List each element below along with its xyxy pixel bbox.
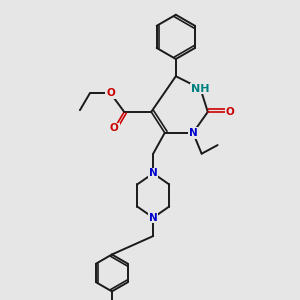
Text: N: N — [189, 128, 197, 138]
Text: O: O — [226, 107, 234, 117]
Text: NH: NH — [191, 83, 210, 94]
Text: O: O — [110, 123, 119, 134]
Text: N: N — [149, 213, 158, 223]
Text: O: O — [106, 88, 115, 98]
Text: N: N — [149, 168, 158, 178]
